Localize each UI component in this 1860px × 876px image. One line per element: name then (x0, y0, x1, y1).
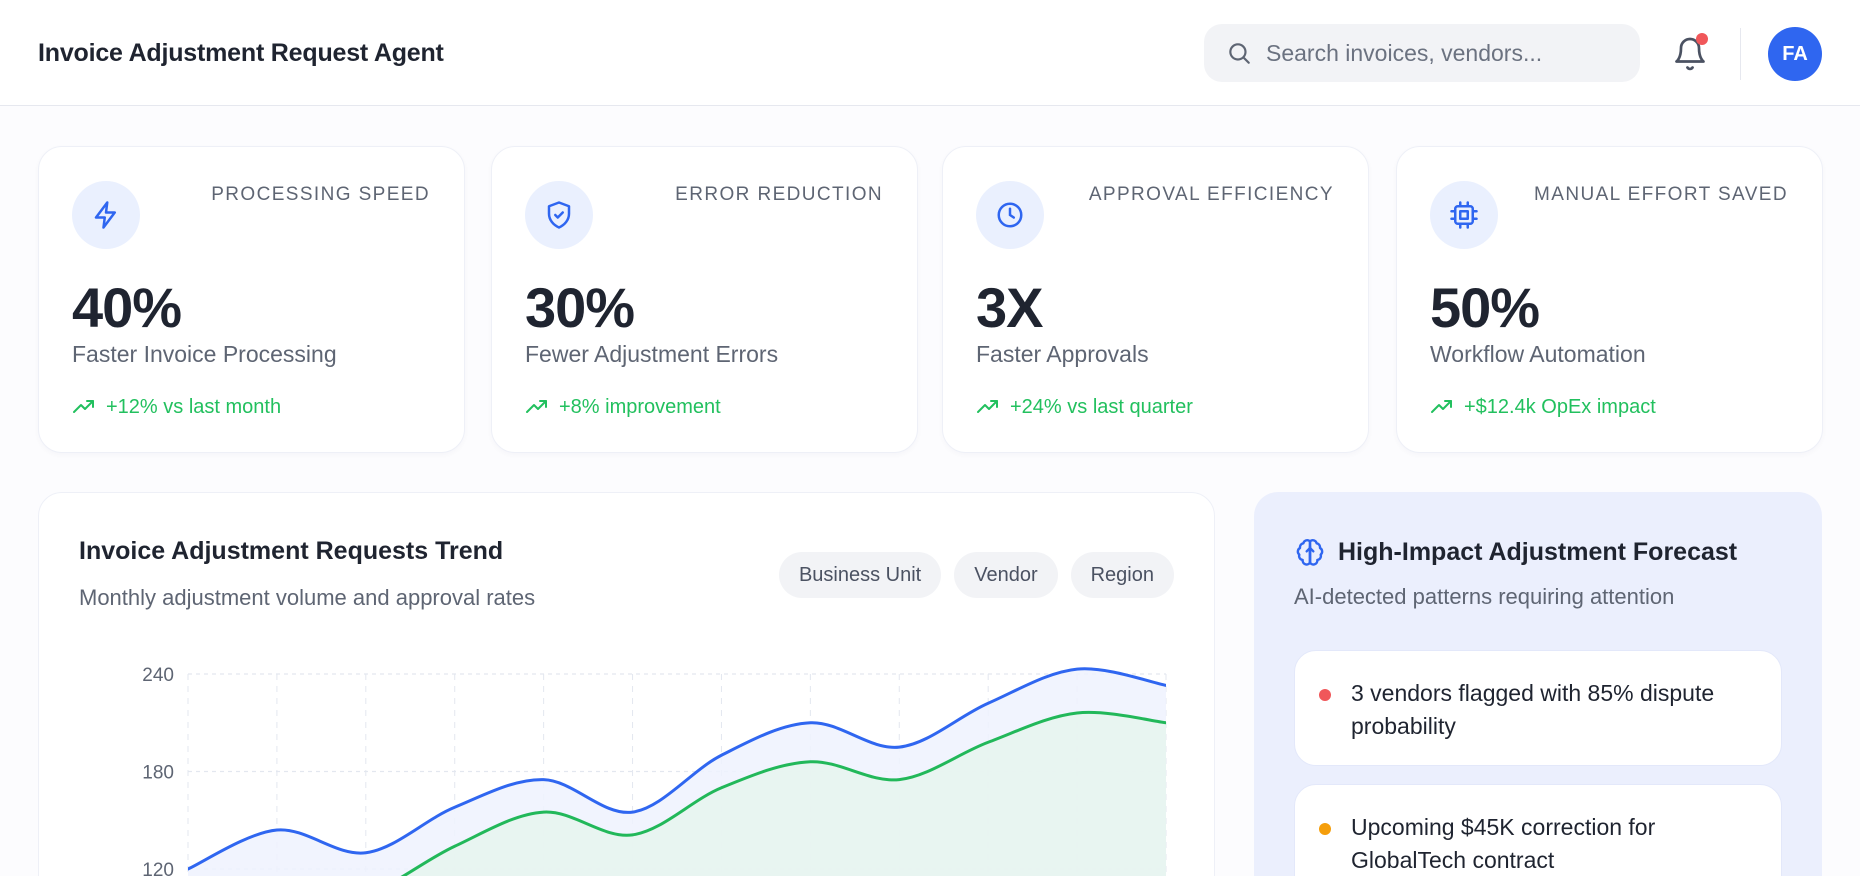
kpi-trend: +12% vs last month (72, 395, 281, 419)
kpi-description: Faster Approvals (976, 341, 1149, 367)
header-divider (1740, 28, 1741, 80)
trending-up-icon (977, 400, 998, 413)
chart-subtitle: Monthly adjustment volume and approval r… (79, 585, 536, 610)
kpi-icon-badge (1430, 181, 1498, 249)
kpi-trend: +24% vs last quarter (976, 395, 1193, 419)
kpi-label: APPROVAL EFFICIENCY (1088, 184, 1334, 205)
kpi-trend: +$12.4k OpEx impact (1430, 395, 1656, 419)
forecast-title: High-Impact Adjustment Forecast (1338, 537, 1738, 566)
user-avatar[interactable]: FA (1768, 27, 1822, 81)
forecast-insight-item[interactable]: 3 vendors flagged with 85% dispute proba… (1294, 650, 1782, 766)
insight-text: Upcoming $45K correction for GlobalTech … (1351, 814, 1656, 873)
severity-high-dot (1319, 689, 1331, 701)
insight-text: 3 vendors flagged with 85% dispute proba… (1351, 680, 1715, 739)
kpi-card-error-reduction: ERROR REDUCTION 30% Fewer Adjustment Err… (491, 146, 918, 453)
kpi-description: Faster Invoice Processing (72, 341, 337, 367)
brain-icon (1296, 539, 1324, 566)
top-bar: Invoice Adjustment Request Agent FA (0, 0, 1860, 106)
cpu-chip-icon (1450, 201, 1478, 229)
trend-chart-card: Invoice Adjustment Requests Trend Monthl… (38, 492, 1215, 876)
trend-area-chart: 120 180 240 (142, 665, 1167, 876)
kpi-value: 30% (525, 276, 635, 339)
svg-text:240: 240 (142, 665, 174, 686)
kpi-trend-text: +12% vs last month (106, 395, 282, 418)
kpi-card-approval-efficiency: APPROVAL EFFICIENCY 3X Faster Approvals … (942, 146, 1369, 453)
trending-up-icon (73, 400, 94, 413)
forecast-header: High-Impact Adjustment Forecast (1294, 536, 1737, 568)
kpi-icon-badge (976, 181, 1044, 249)
kpi-description: Fewer Adjustment Errors (525, 341, 779, 367)
forecast-insight-item[interactable]: Upcoming $45K correction for GlobalTech … (1294, 784, 1782, 876)
kpi-trend-text: +8% improvement (559, 395, 721, 418)
kpi-value: 40% (72, 276, 182, 339)
filter-vendor[interactable]: Vendor (954, 552, 1058, 598)
bell-icon[interactable] (1672, 35, 1708, 73)
search-input[interactable] (1266, 39, 1626, 67)
forecast-panel: High-Impact Adjustment Forecast AI-detec… (1254, 492, 1822, 876)
filter-business-unit[interactable]: Business Unit (778, 552, 942, 598)
chart-title: Invoice Adjustment Requests Trend (79, 537, 504, 565)
kpi-label: PROCESSING SPEED (211, 184, 430, 205)
app-title: Invoice Adjustment Request Agent (38, 39, 444, 67)
kpi-value: 3X (976, 276, 1043, 339)
trending-up-icon (526, 400, 547, 413)
lightning-icon (94, 201, 116, 229)
kpi-icon-badge (72, 181, 140, 249)
kpi-trend: +8% improvement (525, 395, 721, 419)
kpi-value: 50% (1430, 276, 1540, 339)
clock-icon (997, 202, 1023, 228)
forecast-subtitle: AI-detected patterns requiring attention (1294, 584, 1675, 609)
filter-region[interactable]: Region (1070, 552, 1174, 598)
svg-text:120: 120 (142, 860, 174, 876)
shield-check-icon (547, 201, 571, 229)
search-bar[interactable] (1204, 24, 1640, 82)
trending-up-icon (1431, 400, 1452, 413)
kpi-trend-text: +24% vs last quarter (1010, 395, 1193, 418)
chart-filters: Business Unit Vendor Region (778, 552, 1174, 598)
kpi-card-processing-speed: PROCESSING SPEED 40% Faster Invoice Proc… (38, 146, 465, 453)
search-icon (1229, 43, 1250, 64)
kpi-trend-text: +$12.4k OpEx impact (1464, 395, 1656, 418)
notification-badge (1696, 33, 1708, 45)
kpi-icon-badge (525, 181, 593, 249)
svg-text:180: 180 (142, 763, 174, 784)
kpi-card-manual-effort-saved: MANUAL EFFORT SAVED 50% Workflow Automat… (1396, 146, 1823, 453)
kpi-label: MANUAL EFFORT SAVED (1534, 184, 1788, 205)
kpi-label: ERROR REDUCTION (675, 184, 883, 205)
kpi-description: Workflow Automation (1430, 341, 1646, 367)
severity-medium-dot (1319, 823, 1331, 835)
